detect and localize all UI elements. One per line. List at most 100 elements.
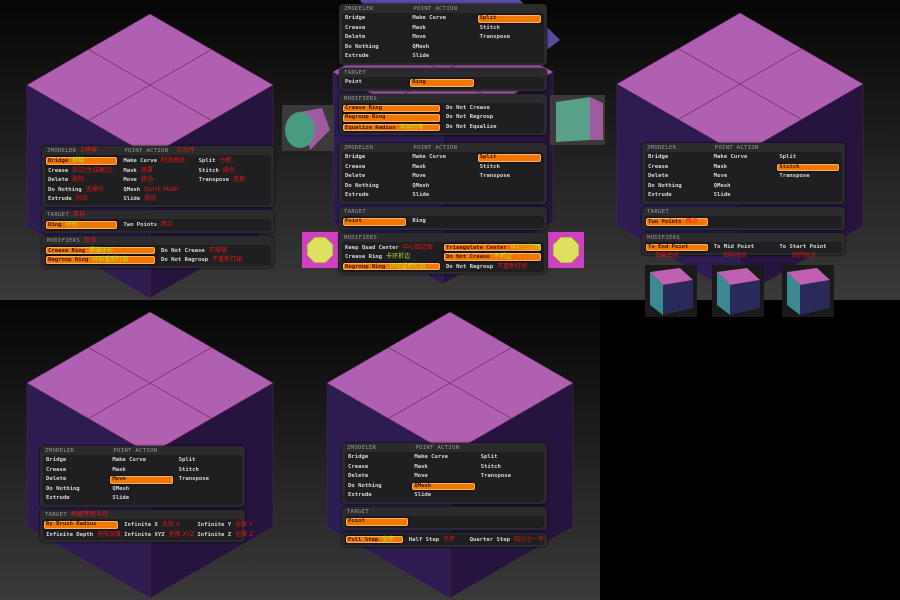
option-ring[interactable]: Ring 环形 (45, 220, 120, 230)
option-quarter-step[interactable]: Quarter Step 四分之一步 (467, 535, 544, 545)
option-to-mid-point[interactable]: To Mid Point (711, 243, 777, 253)
option-slide[interactable]: Slide (109, 494, 175, 504)
option-stitch[interactable]: Stitch (477, 163, 544, 173)
option-infinite-y[interactable]: Infinite Y 无限 Y (194, 520, 253, 530)
option-transpose[interactable]: Transpose (176, 475, 242, 485)
option-crease[interactable]: Crease (342, 163, 409, 173)
option-stitch[interactable]: Stitch (176, 466, 242, 476)
option-extrude[interactable]: Extrude (345, 491, 411, 501)
option-split[interactable]: Split (176, 456, 242, 466)
option-do-not-regroup[interactable]: Do Not Regroup 不重新打组 (443, 262, 544, 272)
option-transpose[interactable]: Transpose (477, 172, 544, 182)
option-split[interactable]: Split 分割 (196, 156, 271, 166)
option-slide[interactable]: Slide (711, 191, 777, 201)
option-keep-quad-center[interactable]: Keep Quad Center 中心四边面 (342, 243, 443, 253)
option-split[interactable]: Split (776, 153, 842, 163)
option-make-curve[interactable]: Make Curve 制造曲线 (120, 156, 195, 166)
option-ring[interactable]: Ring (409, 78, 476, 88)
option-do-nothing[interactable]: Do Nothing 无操作 (45, 185, 120, 195)
option-make-curve[interactable]: Make Curve (711, 153, 777, 163)
option-extrude[interactable]: Extrude (43, 494, 109, 504)
option-delete[interactable]: Delete (342, 172, 409, 182)
option-move[interactable]: Move 移动 (120, 175, 195, 185)
option-mask[interactable]: Mask (409, 24, 476, 34)
option-extrude[interactable]: Extrude (645, 191, 711, 201)
option-stitch[interactable]: Stitch 缝合 (196, 166, 271, 176)
option-move[interactable]: Move (409, 33, 476, 43)
option-qmesh[interactable]: QMesh (409, 182, 476, 192)
option-regroup-ring[interactable]: Regroup Ring 环形重新打组 (45, 255, 158, 265)
option-stitch[interactable]: Stitch (478, 463, 544, 473)
option-bridge[interactable]: Bridge (645, 153, 711, 163)
option-slide[interactable]: Slide 滑动 (120, 194, 195, 204)
option-infinite-z[interactable]: Infinite Z 无限 Z (194, 530, 253, 540)
option-qmesh[interactable]: QMesh (411, 482, 477, 492)
option-to-start-point[interactable]: To Start Point (776, 243, 842, 253)
option-do-not-equalize[interactable]: Do Not Equalize (443, 123, 544, 133)
option-half-step[interactable]: Half Step 半步 (406, 535, 467, 545)
option-split[interactable]: Split (478, 453, 544, 463)
option-slide[interactable]: Slide (409, 52, 476, 62)
option-crease[interactable]: Crease (645, 163, 711, 173)
option-transpose[interactable]: Transpose (477, 33, 544, 43)
option-bridge[interactable]: Bridge (345, 453, 411, 463)
option-ring[interactable]: Ring (409, 217, 476, 227)
option-do-not-crease[interactable]: Do Not Crease (443, 104, 544, 114)
option-do-nothing[interactable]: Do Nothing (645, 182, 711, 192)
option-infinite-x[interactable]: Infinite X 无限 X (121, 520, 194, 530)
option-extrude[interactable]: Extrude (342, 191, 409, 201)
option-slide[interactable]: Slide (411, 491, 477, 501)
option-triangulate-center[interactable]: Triangulate Center 中心三边面 (443, 243, 544, 253)
option-mask[interactable]: Mask (411, 463, 477, 473)
option-extrude[interactable]: Extrude 挤压 (45, 194, 120, 204)
option-stitch[interactable]: Stitch (776, 163, 842, 173)
option-infinite-xyz[interactable]: Infinite XYZ 无限 XYZ (121, 530, 194, 540)
option-full-step[interactable]: Full Step 全步 (345, 535, 406, 545)
option-mask[interactable]: Mask (409, 163, 476, 173)
option-crease-ring[interactable]: Crease Ring (342, 104, 443, 114)
option-bridge[interactable]: Bridge (342, 153, 409, 163)
option-slide[interactable]: Slide (409, 191, 476, 201)
option-crease-ring[interactable]: Crease Ring 褶皱环形 (45, 246, 158, 256)
option-stitch[interactable]: Stitch (477, 24, 544, 34)
option-do-not-regroup[interactable]: Do Not Regroup 不重新打组 (158, 255, 271, 265)
option-infinite-depth[interactable]: Infinite Depth 无限深度 (43, 530, 121, 540)
option-bridge[interactable]: Bridge (342, 14, 409, 24)
option-qmesh[interactable]: QMesh Quick Mesh (120, 185, 195, 195)
option-make-curve[interactable]: Make Curve (411, 453, 477, 463)
option-delete[interactable]: Delete (345, 472, 411, 482)
option-make-curve[interactable]: Make Curve (409, 14, 476, 24)
option-crease[interactable]: Crease 折边(生成硬边) (45, 166, 120, 176)
option-delete[interactable]: Delete (342, 33, 409, 43)
option-move[interactable]: Move (711, 172, 777, 182)
option-point[interactable]: Point (342, 78, 409, 88)
option-delete[interactable]: Delete 删除 (45, 175, 120, 185)
option-do-nothing[interactable]: Do Nothing (43, 485, 109, 495)
option-regroup-ring[interactable]: Regroup Ring (342, 113, 443, 123)
option-do-nothing[interactable]: Do Nothing (345, 482, 411, 492)
option-delete[interactable]: Delete (43, 475, 109, 485)
option-extrude[interactable]: Extrude (342, 52, 409, 62)
option-make-curve[interactable]: Make Curve (109, 456, 175, 466)
option-do-not-regroup[interactable]: Do Not Regroup (443, 113, 544, 123)
option-bridge[interactable]: Bridge (43, 456, 109, 466)
option-by-brush-radius[interactable]: By Brush Radius (43, 520, 121, 530)
option-two-points[interactable]: Two Points 两点 (645, 217, 711, 227)
option-do-not-crease[interactable]: Do Not Crease 不褶皱 (158, 246, 271, 256)
option-do-nothing[interactable]: Do Nothing (342, 182, 409, 192)
option-point[interactable]: Point (345, 517, 411, 527)
option-move[interactable]: Move (409, 172, 476, 182)
option-mask[interactable]: Mask (109, 466, 175, 476)
option-equalize-radius[interactable]: Equalize Radius 半径均等 (342, 123, 443, 133)
option-delete[interactable]: Delete (645, 172, 711, 182)
option-do-nothing[interactable]: Do Nothing (342, 43, 409, 53)
option-to-end-point[interactable]: To End Point (645, 243, 711, 253)
option-mask[interactable]: Mask (711, 163, 777, 173)
option-split[interactable]: Split (477, 153, 544, 163)
option-two-points[interactable]: Two Points 两点 (120, 220, 195, 230)
option-qmesh[interactable]: QMesh (711, 182, 777, 192)
option-point[interactable]: Point (342, 217, 409, 227)
option-qmesh[interactable]: QMesh (109, 485, 175, 495)
option-bridge[interactable]: Bridge 桥接 (45, 156, 120, 166)
option-transpose[interactable]: Transpose (478, 472, 544, 482)
